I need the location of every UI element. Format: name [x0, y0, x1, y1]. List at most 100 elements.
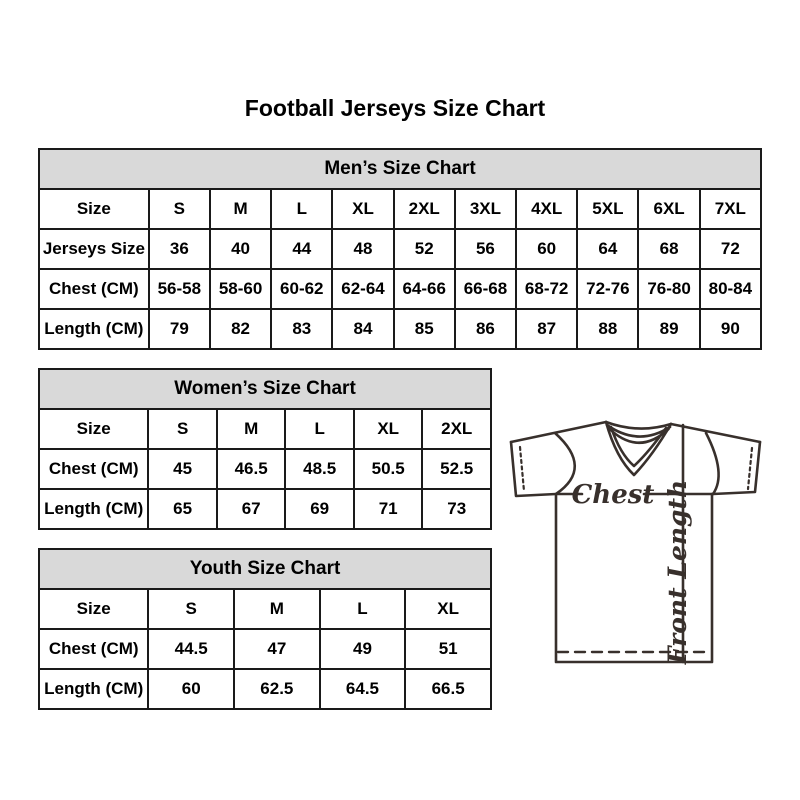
cell-value: 72-76	[576, 268, 640, 310]
table-row: Length (CM) 79 82 83 84 85 86 87 88 89 90	[38, 308, 763, 350]
table-row: Chest (CM) 56-58 58-60 60-62 62-64 64-66 66-68…	[38, 268, 763, 310]
left-armhole-curve	[553, 431, 577, 496]
row-label: Chest (CM)	[38, 268, 150, 310]
row-label: Size	[37, 588, 150, 630]
right-sleeve	[711, 440, 762, 496]
page-title: Football Jerseys Size Chart	[244, 95, 546, 121]
front-length-label: Front Length	[663, 480, 692, 665]
v-neck-collar	[604, 420, 673, 477]
cell-value: 46.5	[215, 448, 287, 490]
cell-value: 44.5	[147, 628, 236, 670]
cell-value: 48	[331, 228, 395, 270]
mens-table-title: Men’s Size Chart	[38, 148, 762, 190]
table-header-row: Women’s Size Chart	[38, 368, 492, 410]
cell-value: 64	[576, 228, 640, 270]
cell-value: 90	[698, 308, 763, 350]
cell-value: 89	[637, 308, 701, 350]
cell-value: 85	[392, 308, 456, 350]
table-row: Length (CM) 65 67 69 71 73	[37, 488, 492, 530]
cell-value: 56-58	[147, 268, 211, 310]
right-shoulder-line	[669, 422, 762, 444]
cell-value: 52	[392, 228, 456, 270]
cell-value: S	[147, 588, 236, 630]
cell-value: S	[147, 188, 211, 230]
cell-value: 3XL	[453, 188, 518, 230]
cell-value: 60-62	[270, 268, 334, 310]
womens-size-table: Women’s Size Chart Size S M L XL 2XL Chest (CM…	[37, 368, 492, 530]
cell-value: 36	[147, 228, 211, 270]
cell-value: 76-80	[637, 268, 701, 310]
cell-value: 71	[352, 488, 424, 530]
table-row: Size S M L XL 2XL 3XL 4XL 5XL 6XL 7XL	[38, 188, 763, 230]
cell-value: L	[284, 408, 355, 450]
cell-value: 5XL	[576, 188, 640, 230]
row-label: Size	[38, 188, 150, 230]
youth-size-table: Youth Size Chart Size S M L XL Chest (CM) 44.5…	[37, 548, 492, 710]
cell-value: 47	[233, 628, 321, 670]
cell-value: 62-64	[331, 268, 395, 310]
cell-value: 56	[453, 228, 518, 270]
cell-value: 68	[637, 228, 701, 270]
cell-value: 51	[404, 628, 492, 670]
cell-value: 6XL	[637, 188, 701, 230]
cell-value: M	[233, 588, 321, 630]
cell-value: 67	[215, 488, 287, 530]
cell-value: 2XL	[421, 408, 492, 450]
cell-value: S	[147, 408, 218, 450]
left-shoulder-line	[509, 420, 608, 444]
cell-value: 68-72	[515, 268, 579, 310]
cell-value: 73	[421, 488, 492, 530]
cell-value: 44	[270, 228, 334, 270]
left-sleeve-seam-dashed	[518, 445, 526, 493]
cell-value: 88	[576, 308, 640, 350]
table-row: Chest (CM) 44.5 47 49 51	[37, 628, 492, 670]
cell-value: XL	[331, 188, 395, 230]
cell-value: 66-68	[453, 268, 518, 310]
row-label: Chest (CM)	[37, 628, 150, 670]
table-row: Length (CM) 60 62.5 64.5 66.5	[37, 668, 492, 710]
cell-value: 87	[515, 308, 579, 350]
row-label: Length (CM)	[37, 668, 150, 710]
cell-value: M	[215, 408, 287, 450]
left-sleeve	[509, 440, 558, 498]
chest-measure-label: Chest	[572, 480, 655, 510]
row-label: Length (CM)	[37, 488, 150, 530]
table-row: Size S M L XL 2XL	[37, 408, 492, 450]
table-row: Chest (CM) 45 46.5 48.5 50.5 52.5	[37, 448, 492, 490]
cell-value: 49	[318, 628, 407, 670]
cell-value: 45	[147, 448, 218, 490]
right-sleeve-seam-dashed	[746, 446, 754, 491]
cell-value: 64.5	[318, 668, 407, 710]
cell-value: 62.5	[233, 668, 321, 710]
cell-value: 58-60	[208, 268, 273, 310]
jersey-body-outline	[554, 492, 714, 664]
cell-value: M	[208, 188, 273, 230]
jersey-diagram: Chest Front Length	[509, 420, 762, 665]
table-header-row: Men’s Size Chart	[38, 148, 762, 190]
cell-value: 83	[270, 308, 334, 350]
cell-value: 65	[147, 488, 218, 530]
cell-value: 79	[147, 308, 211, 350]
right-armhole-curve	[704, 431, 720, 496]
cell-value: 40	[208, 228, 273, 270]
cell-value: L	[318, 588, 407, 630]
cell-value: 86	[453, 308, 518, 350]
cell-value: 60	[147, 668, 236, 710]
mens-size-table: Men’s Size Chart Size S M L XL 2XL 3XL 4XL 5XL 6X…	[38, 148, 763, 350]
cell-value: XL	[404, 588, 492, 630]
row-label: Jerseys Size	[38, 228, 150, 270]
cell-value: 4XL	[515, 188, 579, 230]
womens-table-title: Women’s Size Chart	[38, 368, 492, 410]
table-row: Size S M L XL	[37, 588, 492, 630]
cell-value: 48.5	[284, 448, 355, 490]
table-row: Jerseys Size 36 40 44 48 52 56 60 64 68 72	[38, 228, 763, 270]
cell-value: 7XL	[698, 188, 763, 230]
row-label: Length (CM)	[38, 308, 150, 350]
cell-value: 84	[331, 308, 395, 350]
cell-value: 72	[698, 228, 763, 270]
cell-value: 66.5	[404, 668, 492, 710]
cell-value: 80-84	[698, 268, 763, 310]
cell-value: 50.5	[352, 448, 424, 490]
cell-value: 69	[284, 488, 355, 530]
